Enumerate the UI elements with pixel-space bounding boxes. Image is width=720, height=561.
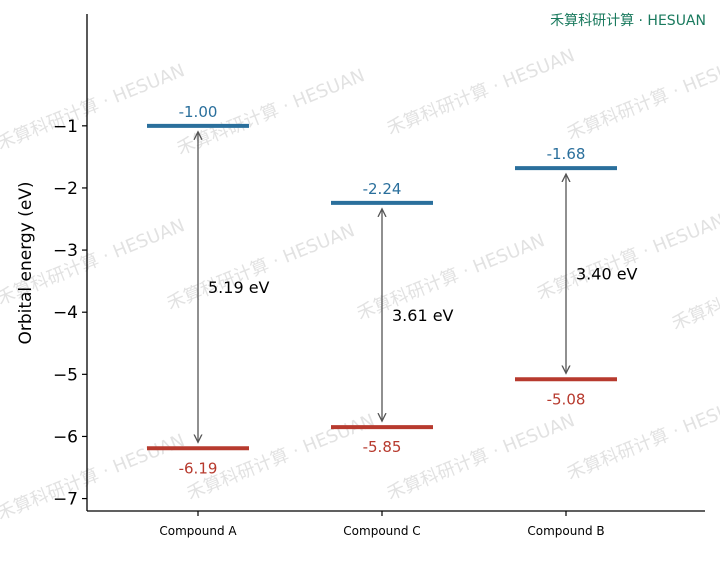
homo-value-label: -6.19 bbox=[179, 459, 218, 477]
watermark-text: 禾算科研计算 · HESUAN bbox=[0, 60, 188, 155]
watermark-text: 禾算科研计算 · HESUAN bbox=[669, 240, 720, 335]
y-tick-label: −5 bbox=[53, 365, 78, 385]
y-tick-label: −1 bbox=[53, 117, 78, 137]
watermark-text: 禾算科研计算 · HESUAN bbox=[384, 410, 578, 505]
watermark-text: 禾算科研计算 · HESUAN bbox=[164, 220, 358, 315]
lumo-value-label: -2.24 bbox=[363, 180, 402, 198]
watermark-text: 禾算科研计算 · HESUAN bbox=[184, 410, 378, 505]
homo-value-label: -5.85 bbox=[363, 438, 402, 456]
watermark-text: 禾算科研计算 · HESUAN bbox=[564, 390, 720, 485]
lumo-value-label: -1.00 bbox=[179, 103, 218, 121]
gap-label: 3.40 eV bbox=[576, 265, 638, 284]
x-tick-label: Compound C bbox=[343, 524, 420, 538]
y-tick-label: −3 bbox=[53, 241, 78, 261]
gap-label: 3.61 eV bbox=[392, 306, 454, 325]
y-tick-label: −4 bbox=[53, 303, 78, 323]
y-tick-label: −7 bbox=[53, 490, 78, 510]
y-tick-label: −6 bbox=[53, 427, 78, 447]
y-axis-label: Orbital energy (eV) bbox=[16, 181, 36, 344]
brand-label: 禾算科研计算 · HESUAN bbox=[550, 13, 706, 29]
watermark-text: 禾算科研计算 · HESUAN bbox=[384, 45, 578, 140]
lumo-value-label: -1.68 bbox=[547, 145, 586, 163]
x-tick-label: Compound B bbox=[527, 524, 604, 538]
homo-value-label: -5.08 bbox=[547, 390, 586, 408]
gap-label: 5.19 eV bbox=[208, 278, 270, 297]
x-tick-label: Compound A bbox=[159, 524, 237, 538]
watermark-text: 禾算科研计算 · HESUAN bbox=[534, 210, 720, 305]
watermark-text: 禾算科研计算 · HESUAN bbox=[564, 50, 720, 145]
y-tick-label: −2 bbox=[53, 179, 78, 199]
